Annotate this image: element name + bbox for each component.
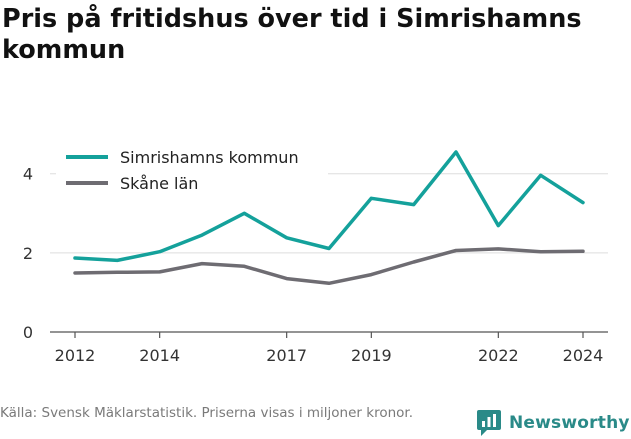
x-tick-label: 2014 [139,346,180,365]
x-tick-label: 2022 [478,346,519,365]
x-tick-label: 2024 [563,346,604,365]
y-tick-label: 0 [23,323,33,342]
newsworthy-logo-icon [477,410,501,436]
brand-name: Newsworthy [509,413,630,433]
series-line-skane [73,247,585,286]
series-line-simrishamn [73,150,585,263]
x-tick-label: 2017 [266,346,307,365]
x-tick-label: 2012 [55,346,96,365]
y-tick-label: 2 [23,244,33,263]
x-axis: 2012 2014 2017 2019 2022 2024 [50,331,608,365]
y-axis-ticks: 0 2 4 [23,165,33,342]
brand-logo: Newsworthy [476,408,630,438]
legend-label: Simrishamns kommun [120,148,299,167]
source-note: Källa: Svensk Mäklarstatistik. Priserna … [0,405,414,421]
series-lines [73,150,585,286]
y-tick-label: 4 [23,165,33,184]
legend-background [56,142,328,198]
legend-label: Skåne län [120,174,198,193]
chart-title: Pris på fritidshus över tid i Simrishamn… [2,4,582,65]
legend: Simrishamns kommun Skåne län [56,142,328,198]
line-chart: 0 2 4 2012 2014 2017 2019 2022 2024 Simrishamns… [22,142,608,365]
x-tick-label: 2019 [351,346,392,365]
